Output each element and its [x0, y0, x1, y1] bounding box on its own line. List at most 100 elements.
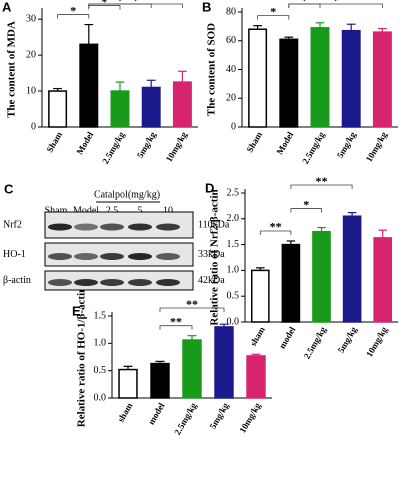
x-tick-label: 5mg/kg [335, 130, 358, 160]
significance-label: * [133, 0, 139, 7]
significance-label: * [301, 0, 307, 7]
y-tick-label: 30 [26, 13, 36, 24]
bar [79, 43, 99, 128]
blot-band [48, 253, 72, 260]
panel-label: A [2, 0, 12, 14]
bar [310, 27, 330, 128]
lane-label: 10 [163, 205, 173, 216]
y-tick-label: 20 [226, 93, 236, 104]
bar [250, 269, 270, 323]
x-tick-label: 10mg/kg [364, 325, 389, 359]
blot-band [48, 223, 72, 231]
x-tick-label: 5mg/kg [336, 325, 359, 355]
significance-label: * [117, 0, 123, 7]
x-tick-label: model [146, 401, 167, 427]
panel-label: B [202, 0, 211, 14]
significance-bracket [257, 15, 290, 20]
y-tick-label: 1.0 [94, 338, 107, 349]
bar [150, 362, 170, 399]
bar [372, 31, 392, 128]
x-tick-label: sham [248, 325, 267, 348]
blot-band [128, 223, 152, 231]
size-label: 42kDa [198, 275, 225, 286]
blot-band [100, 279, 124, 286]
panel-label: D [205, 180, 214, 195]
y-tick-label: 60 [226, 35, 236, 46]
y-tick-label: 2.0 [227, 213, 240, 224]
bar [182, 339, 202, 399]
y-tick-label: 0.5 [227, 290, 240, 301]
x-tick-label: 10mg/kg [364, 130, 389, 164]
x-tick-label: 5mg/kg [208, 401, 231, 431]
y-tick-label: 1.5 [94, 310, 107, 321]
y-tick-label: 80 [226, 6, 236, 17]
x-tick-label: 2.5mg/kg [302, 325, 329, 361]
bar [341, 29, 361, 128]
significance-label: ** [170, 314, 182, 328]
x-tick-label: Model [74, 130, 95, 157]
x-tick-label: 2.5mg/kg [300, 130, 327, 166]
significance-bracket [57, 14, 90, 19]
blot-band [156, 253, 180, 260]
blot-band [100, 253, 124, 260]
y-tick-label: 10 [26, 85, 36, 96]
y-tick-label: 0 [31, 121, 36, 132]
significance-bracket [288, 3, 383, 8]
blot-band [74, 279, 98, 286]
panel-label: C [4, 181, 14, 196]
significance-bracket [159, 325, 193, 330]
blot-band [48, 279, 72, 286]
x-tick-label: Model [274, 130, 295, 157]
blot-band [128, 279, 152, 286]
bar [279, 38, 299, 128]
lane-label: 5 [138, 205, 143, 216]
x-tick-label: 2.5mg/kg [100, 130, 127, 166]
blot-band [74, 253, 98, 260]
row-label: HO-1 [3, 249, 26, 260]
bar [248, 28, 268, 128]
bar [246, 355, 266, 399]
y-tick-label: 1.5 [227, 239, 240, 250]
bar [312, 230, 331, 323]
panel-label: E [72, 303, 81, 318]
y-tick-label: 0 [231, 121, 236, 132]
bar [48, 90, 68, 128]
x-tick-label: 5mg/kg [135, 130, 158, 160]
lane-label: Sham [45, 205, 68, 216]
size-label: 33kDa [198, 249, 225, 260]
blot-band [100, 223, 124, 231]
size-label: 110kDa [198, 219, 230, 230]
significance-label: * [70, 3, 76, 17]
significance-bracket [290, 208, 322, 213]
blot-band [128, 253, 152, 260]
bar [172, 81, 192, 128]
y-tick-label: 0.5 [94, 365, 107, 376]
blot-band [74, 223, 98, 231]
bar [342, 215, 362, 323]
significance-label: ** [270, 220, 282, 234]
y-tick-label: 0.0 [94, 392, 107, 403]
significance-label: ** [186, 297, 198, 311]
row-label: β-actin [3, 275, 31, 286]
y-axis-label: The content of MDA [6, 21, 18, 118]
bar [118, 368, 138, 399]
blot-band [156, 223, 180, 231]
significance-bracket [159, 307, 225, 312]
significance-bracket [290, 184, 353, 189]
y-tick-label: 40 [226, 64, 236, 75]
y-tick-label: 0.0 [227, 316, 240, 327]
x-tick-label: Sham [44, 130, 64, 154]
significance-bracket [88, 3, 183, 8]
x-tick-label: sham [116, 401, 135, 424]
y-axis-label: Relative ratio of HO-1/β-actin [76, 287, 88, 428]
lane-label: Model [73, 205, 99, 216]
bar [373, 237, 393, 323]
x-tick-label: model [277, 325, 298, 351]
y-axis-label: The content of SOD [206, 23, 218, 116]
treatment-label: Catalpol(mg/kg) [94, 189, 160, 200]
bar [110, 90, 130, 128]
bar [281, 243, 301, 323]
y-axis-label: Relative ratio of Nrf2/β-actin [209, 189, 221, 325]
significance-label: * [270, 4, 276, 18]
